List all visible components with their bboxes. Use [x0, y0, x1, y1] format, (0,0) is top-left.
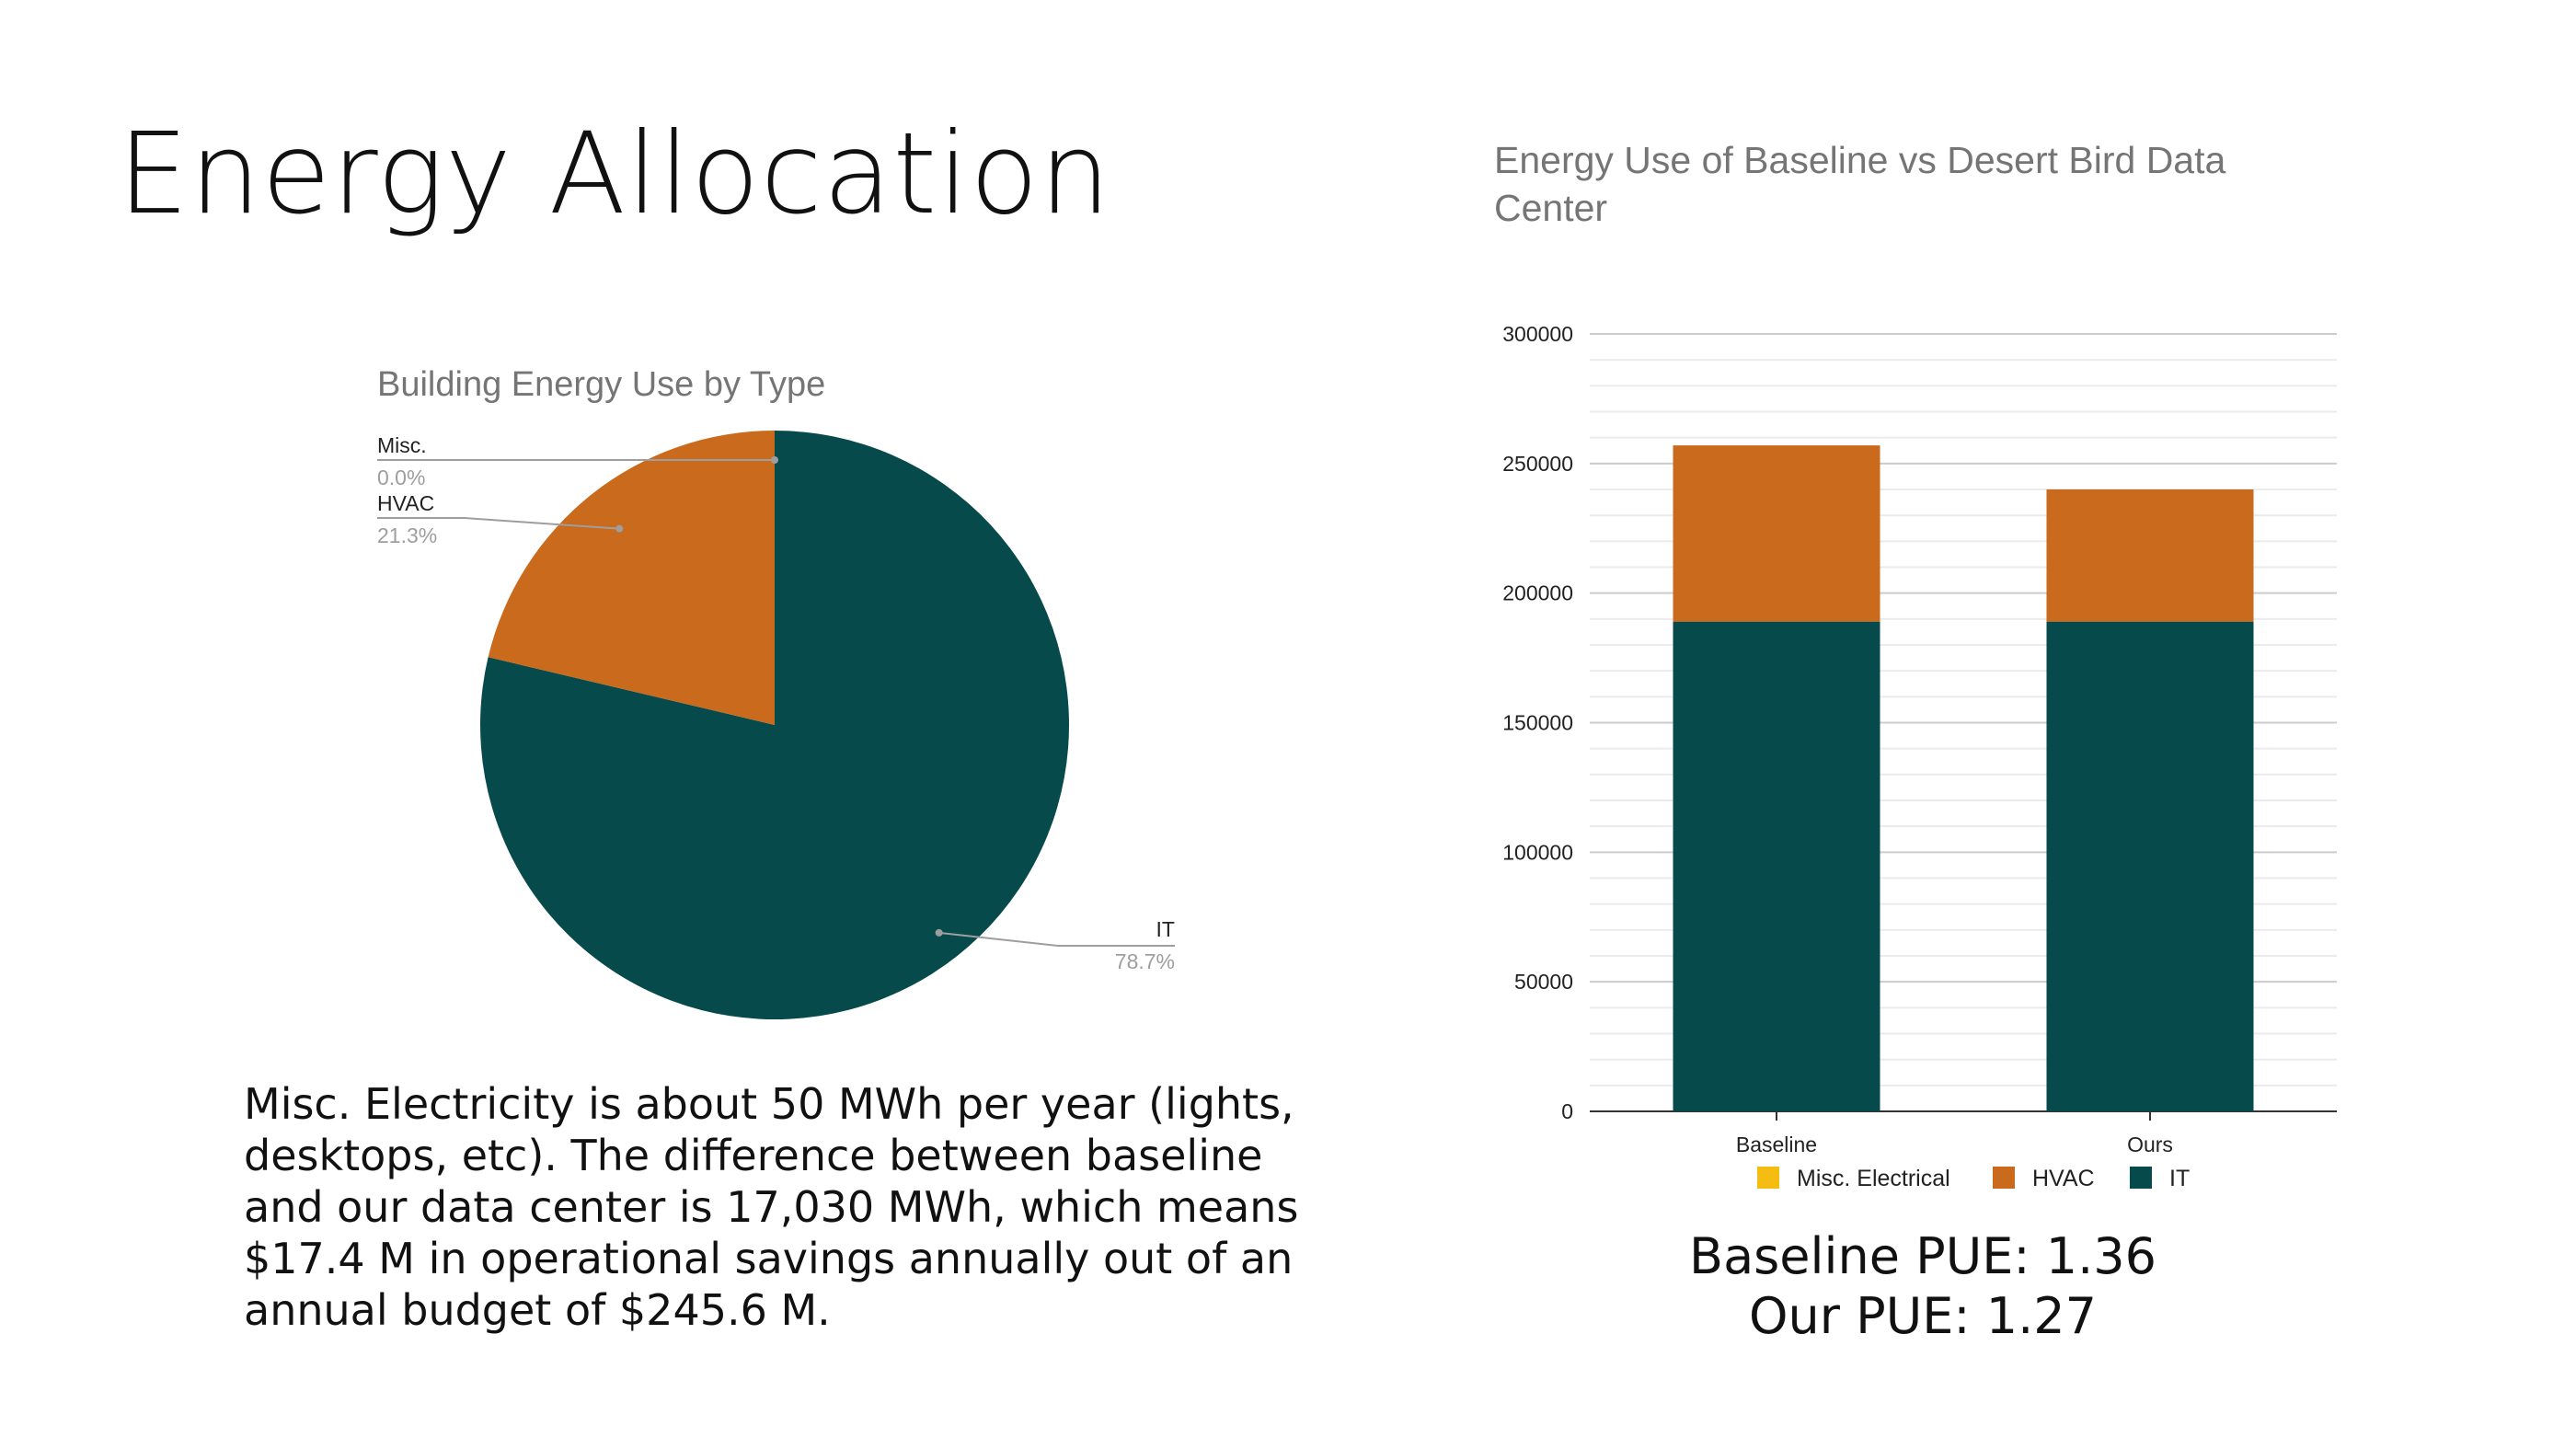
x-category-label: Ours: [2127, 1133, 2173, 1156]
y-tick-label: 100000: [1502, 840, 1573, 864]
pie-leader-dot-it: [935, 928, 943, 937]
bar-chart-title-line2: Center: [1494, 187, 1607, 229]
pie-pct-hvac: 21.3%: [377, 523, 437, 547]
legend-swatch-it: [2130, 1167, 2152, 1189]
pie-label-it: IT: [1156, 917, 1175, 941]
bar-ours-it: [2046, 621, 2254, 1111]
pie-leader-line-hvac: [377, 517, 620, 530]
pie-label-misc: Misc.: [377, 433, 427, 457]
bar-baseline-hvac: [1673, 445, 1880, 622]
y-tick-label: 0: [1561, 1099, 1573, 1123]
legend-label-it: IT: [2169, 1166, 2190, 1191]
pie-leader-dot-misc: [771, 456, 778, 464]
slide-title: Energy Allocation: [118, 109, 1112, 239]
bar-baseline-it: [1673, 621, 1880, 1111]
pie-leader-dot-hvac: [615, 524, 624, 533]
body-text: Misc. Electricity is about 50 MWh per ye…: [244, 1079, 1299, 1335]
legend-label-miscelectrical: Misc. Electrical: [1797, 1166, 1950, 1191]
legend-label-hvac: HVAC: [2032, 1166, 2095, 1191]
pie-chart: Building Energy Use by Type IT 78.7% HVAC 2…: [377, 365, 1175, 1019]
pie-chart-title: Building Energy Use by Type: [377, 365, 825, 404]
pie-slice-hvac: [488, 430, 775, 725]
pie-leader-line-it: [938, 931, 1175, 947]
y-tick-label: 300000: [1502, 322, 1573, 346]
pie-pct-misc: 0.0%: [377, 466, 425, 489]
x-category-label: Baseline: [1736, 1133, 1817, 1156]
legend-swatch-hvac: [1993, 1167, 2015, 1189]
pie-label-hvac: HVAC: [377, 491, 434, 515]
bar-ours-hvac: [2046, 489, 2254, 622]
bar-chart: Energy Use of Baseline vs Desert Bird Da…: [1494, 139, 2337, 1191]
pie-pct-it: 78.7%: [1115, 949, 1175, 973]
y-tick-label: 50000: [1514, 970, 1573, 994]
y-tick-label: 250000: [1502, 452, 1573, 476]
y-tick-label: 150000: [1502, 711, 1573, 735]
baseline-pue: Baseline PUE: 1.36: [1689, 1227, 2156, 1285]
our-pue: Our PUE: 1.27: [1749, 1287, 2097, 1345]
legend-swatch-miscelectrical: [1757, 1167, 1779, 1189]
bar-chart-title-line1: Energy Use of Baseline vs Desert Bird Da…: [1494, 139, 2225, 181]
y-tick-label: 200000: [1502, 581, 1573, 605]
